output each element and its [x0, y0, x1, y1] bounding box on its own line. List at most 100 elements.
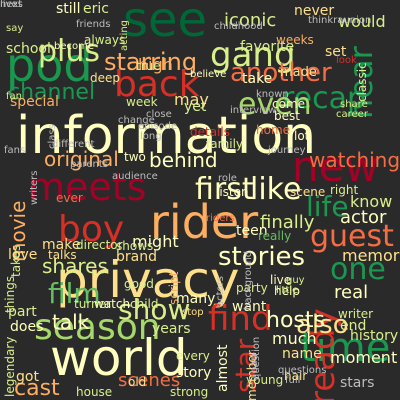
cloud-word: end [340, 318, 367, 334]
cloud-word: come [272, 97, 306, 111]
cloud-word: takes [9, 244, 23, 278]
cloud-word: teen [236, 223, 268, 239]
cloud-word: recap [282, 81, 367, 116]
cloud-word: know [350, 192, 393, 211]
cloud-word: interview [230, 105, 277, 116]
cloud-word: gang [210, 35, 296, 75]
cloud-word: house [76, 385, 113, 399]
cloud-word: scene [290, 185, 326, 199]
cloud-word: meets [28, 165, 147, 209]
cloud-word: film [48, 277, 101, 310]
cloud-word: new [292, 142, 379, 191]
cloud-word: memories [342, 246, 400, 265]
cloud-word: details [190, 125, 230, 139]
cloud-word: story [176, 365, 212, 381]
cloud-word: watching [309, 148, 400, 172]
cloud-word: yet [184, 99, 207, 115]
cloud-word: got [16, 369, 39, 385]
cloud-word: does [10, 319, 44, 335]
cloud-word: change [118, 115, 155, 126]
cloud-word: known [256, 89, 289, 100]
cloud-word: pod [6, 38, 93, 92]
cloud-word: classic [355, 62, 369, 103]
cloud-word: shows [116, 239, 154, 253]
cloud-word: years [152, 321, 191, 337]
cloud-word: much [272, 329, 317, 348]
cloud-word: even [238, 87, 312, 122]
cloud-word: school [6, 41, 51, 57]
cloud-word: home [256, 123, 291, 137]
cloud-word: another [230, 58, 332, 88]
cloud-word: actor [340, 207, 387, 228]
cloud-word: next [0, 0, 23, 10]
cloud-word: true [136, 59, 161, 73]
cloud-word: background [243, 250, 254, 310]
cloud-word: hair [284, 369, 308, 383]
cloud-word: boy [58, 209, 125, 250]
cloud-word: fan [6, 91, 22, 102]
cloud-word: stories [218, 242, 306, 272]
cloud-word: want [232, 299, 267, 315]
cloud-word: made [280, 65, 317, 80]
cloud-word: weeks [276, 33, 314, 47]
cloud-word: high [138, 55, 173, 74]
cloud-word: almost [215, 344, 231, 393]
cloud-word: deep [90, 71, 120, 85]
cloud-word: thinkraunion [308, 15, 372, 26]
cloud-word: good [124, 277, 154, 291]
cloud-word: close [146, 109, 172, 120]
cloud-word: talk [52, 310, 90, 334]
cloud-word: lot [294, 129, 310, 143]
cloud-word: different [52, 139, 95, 150]
cloud-word: help [274, 284, 300, 298]
cloud-word: best [274, 109, 300, 123]
cloud-word: back [114, 64, 200, 105]
cloud-word: bad [249, 353, 260, 373]
cloud-word: childhood [214, 21, 263, 32]
cloud-word: might [132, 232, 179, 251]
cloud-word: really [258, 229, 292, 243]
cloud-word: rider [150, 195, 259, 249]
cloud-word: real [334, 282, 369, 303]
cloud-word: scenes [118, 370, 181, 391]
cloud-word: still [56, 1, 81, 17]
cloud-word: week [126, 95, 158, 109]
cloud-word: young [246, 373, 284, 387]
cloud-word: part [8, 304, 37, 320]
cloud-word: script [167, 271, 181, 305]
cloud-word: world [50, 329, 188, 387]
cloud-word: find [208, 299, 273, 339]
cloud-word: full [285, 375, 301, 386]
cloud-word: become [54, 41, 95, 52]
cloud-word: party [236, 281, 268, 295]
cloud-word: class [47, 124, 58, 149]
cloud-word: share [340, 99, 368, 110]
cloud-word: make [42, 237, 81, 253]
cloud-word: always [84, 33, 126, 47]
cloud-word: show [118, 293, 191, 326]
cloud-word: take [242, 71, 273, 87]
cloud-word: believe [190, 69, 227, 80]
cloud-word: never [294, 3, 335, 19]
cloud-word: name [282, 346, 322, 362]
cloud-word: director [76, 238, 123, 252]
cloud-word: shares [42, 254, 108, 278]
cloud-word: guy [286, 275, 305, 286]
cloud-word: would [338, 12, 386, 31]
cloud-word: behind [149, 148, 218, 172]
cloud-word: little [276, 285, 299, 296]
cloud-word: like [250, 172, 302, 207]
cloud-word: season [34, 307, 161, 348]
cloud-word: look [336, 55, 357, 66]
cloud-word: information [16, 106, 317, 166]
cloud-word: stars [340, 375, 375, 391]
cloud-word: turner [74, 297, 111, 311]
cloud-word: may [174, 90, 209, 109]
cloud-word: listen [216, 185, 249, 199]
cloud-word: live [270, 273, 292, 287]
cloud-word: every [176, 349, 210, 363]
cloud-word: say [6, 23, 24, 34]
cloud-word: career [336, 109, 368, 120]
cloud-word: riders [206, 213, 235, 224]
